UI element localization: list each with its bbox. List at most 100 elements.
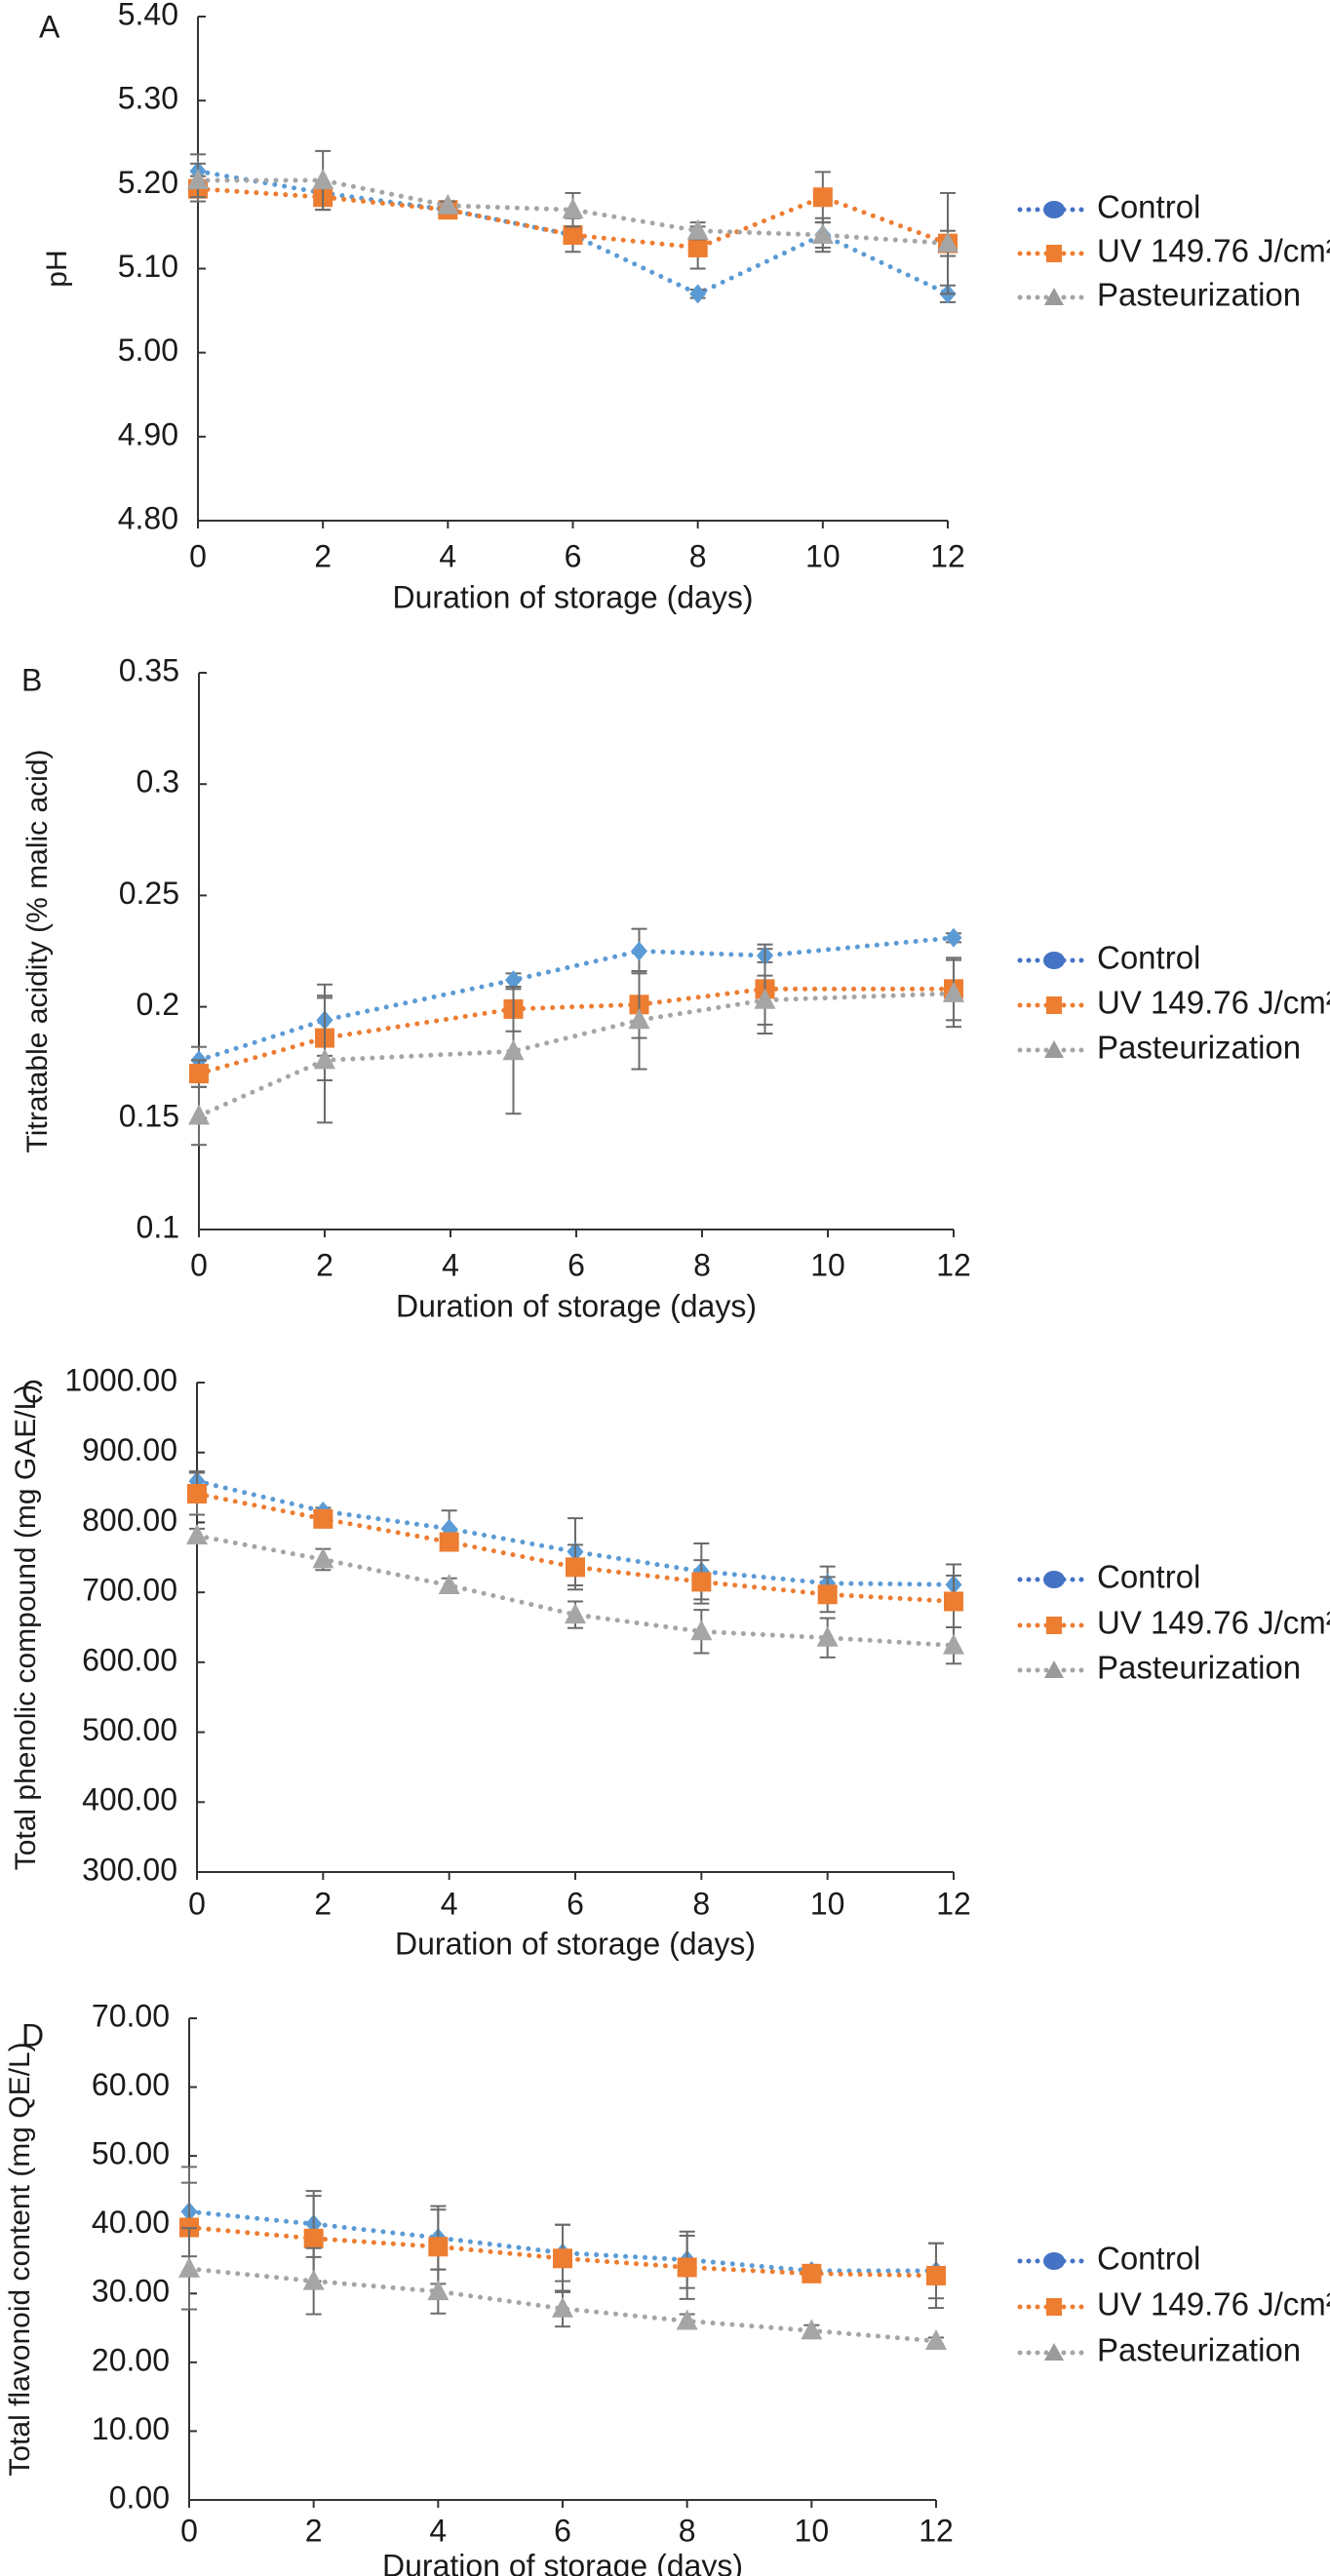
data-point-square [553,2248,572,2269]
panel-d: D 0.00 10.00 20.00 30.00 40.00 50.00 60.00 70.00… [4,1998,1330,2576]
x-tick-label: 2 [305,2513,323,2548]
data-point-square [187,1484,207,1504]
legend-marker-triangle [1044,288,1064,305]
y-tick-label: 500.00 [82,1712,177,1747]
y-tick-label: 400.00 [82,1782,177,1817]
y-tick-label: 30.00 [92,2274,170,2309]
data-point-triangle [937,231,958,253]
x-tick-label: 10 [810,1247,845,1282]
y-axis-title: Total flavonoid content (mg QE/L) [4,2042,36,2476]
legend-label: Pasteurization [1097,1030,1301,1066]
y-tick-label: 0.35 [119,652,179,687]
data-point-diamond [505,970,522,991]
data-point-square [566,1557,585,1578]
legend: Control UV 149.76 J/cm² Pasteurization [1017,1559,1330,1686]
x-tick-label: 2 [316,1247,333,1282]
x-axis-title: Duration of storage (days) [393,579,754,614]
legend: Control UV 149.76 J/cm² Pasteurization [1017,189,1330,313]
data-point-square [677,2257,697,2278]
data-point-square [303,2228,324,2248]
y-tick-label: 60.00 [92,2067,170,2102]
legend-label: UV 149.76 J/cm² [1097,1605,1330,1641]
legend-label: UV 149.76 J/cm² [1097,985,1330,1021]
x-tick-label: 0 [188,1886,206,1921]
y-tick-label: 70.00 [92,1998,170,2033]
x-tick-label: 6 [565,538,582,573]
legend-label: Pasteurization [1097,1650,1301,1686]
x-tick-label: 6 [554,2513,571,2548]
data-point-triangle [925,2328,947,2350]
data-point-square [926,2265,946,2285]
data-point-square [189,1064,209,1084]
legend-label: Control [1097,940,1200,976]
series-triangle [188,958,964,1147]
x-tick-label: 4 [429,2513,447,2548]
data-point-triangle [302,2269,325,2290]
data-point-square [944,1591,963,1612]
y-tick-label: 5.00 [118,332,178,368]
legend-marker-triangle [1044,1040,1064,1058]
legend-marker-square [1046,245,1062,262]
x-tick-label: 12 [936,1886,971,1921]
x-tick-label: 10 [805,538,841,573]
y-tick-label: 40.00 [92,2205,170,2240]
x-tick-label: 6 [567,1247,585,1282]
panel-c: C 300.00 400.00 500.00 600.00 700.00 800.00 900… [10,1362,1330,1961]
data-point-square [563,225,583,246]
y-tick-label: 50.00 [92,2136,170,2171]
panel-b: B 0.1 0.15 0.2 0.25 0.3 0.35 0 2 4 6 8 10 12 Duration … [21,652,1330,1323]
y-tick-label: 300.00 [82,1852,177,1887]
data-point-square [439,1532,459,1552]
x-tick-label: 8 [679,2513,696,2548]
panel-label: B [21,662,42,697]
data-point-square [817,1584,838,1605]
data-point-diamond [631,941,647,961]
x-tick-label: 4 [442,1247,459,1282]
y-tick-label: 0.25 [119,876,179,911]
x-axis-title: Duration of storage (days) [396,1288,757,1323]
legend-marker-circle [1043,2252,1065,2270]
series-triangle [186,1524,964,1665]
legend-label: UV 149.76 J/cm² [1097,233,1330,269]
x-tick-label: 12 [936,1247,971,1282]
x-axis-title: Duration of storage (days) [382,2548,743,2576]
data-point-triangle [188,1104,210,1125]
data-point-triangle [312,1547,334,1569]
x-tick-label: 0 [180,2513,198,2548]
y-axis-title: Total phenolic compound (mg GAE/L) [10,1385,42,1871]
legend-marker-circle [1043,201,1065,218]
series-diamond [190,927,962,1075]
series-line [196,986,957,1076]
panel-label: C [21,1374,44,1409]
data-point-triangle [628,1008,650,1030]
data-point-square [687,237,708,257]
panel-label: D [21,2017,44,2052]
y-tick-label: 600.00 [82,1642,177,1677]
panel-label: A [39,9,60,44]
x-tick-label: 8 [689,538,707,573]
data-point-triangle [552,2296,573,2318]
y-tick-label: 4.80 [118,500,178,535]
series-line [196,935,957,1063]
data-point-triangle [690,1620,713,1641]
data-point-triangle [502,1039,525,1061]
data-point-triangle [816,1625,839,1647]
data-point-triangle [562,198,584,219]
x-tick-label: 8 [692,1886,710,1921]
x-tick-label: 12 [930,538,965,573]
x-tick-label: 6 [567,1886,584,1921]
legend-label: UV 149.76 J/cm² [1097,2286,1330,2322]
legend: Control UV 149.76 J/cm² Pasteurization [1017,940,1330,1066]
data-point-square [812,187,833,208]
legend-marker-square [1046,2298,1062,2316]
y-axis-title: pH [41,250,73,287]
data-point-triangle [187,169,209,190]
legend-label: Control [1097,189,1200,225]
legend-marker-circle [1043,1571,1065,1588]
series-square [179,2181,946,2310]
legend-label: Pasteurization [1097,277,1301,313]
data-point-square [691,1572,712,1592]
legend-marker-triangle [1044,1660,1064,1678]
data-point-diamond [689,284,707,304]
